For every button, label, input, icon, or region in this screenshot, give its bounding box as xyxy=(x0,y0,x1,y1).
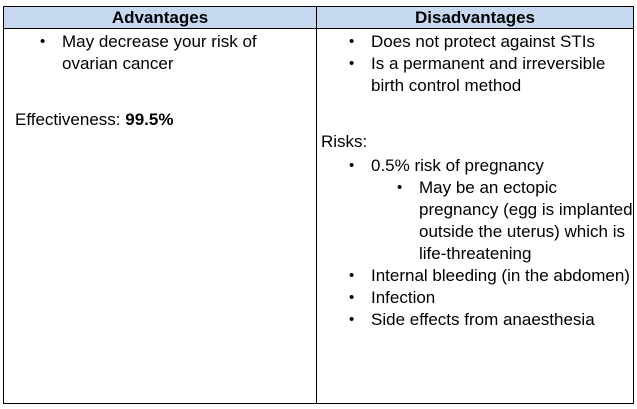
effectiveness-label: Effectiveness: xyxy=(15,110,121,129)
list-item: May be an ectopic pregnancy (egg is impl… xyxy=(397,177,633,265)
risks-label: Risks: xyxy=(321,132,368,151)
list-item: Internal bleeding (in the abdomen) xyxy=(349,265,633,287)
header-row: Advantages Disadvantages xyxy=(3,6,634,29)
list-item: Is a permanent and irreversible birth co… xyxy=(349,53,633,97)
pregnancy-risk: 0.5% risk of pregnancy xyxy=(371,156,544,175)
risks-list: 0.5% risk of pregnancy May be an ectopic… xyxy=(321,153,633,331)
document-page: Advantages Disadvantages May decrease yo… xyxy=(3,6,634,404)
list-item: Does not protect against STIs xyxy=(349,31,633,53)
disadvantages-list: Does not protect against STIs Is a perma… xyxy=(321,29,633,97)
advantages-list: May decrease your risk of ovarian cancer xyxy=(15,29,316,75)
list-item: 0.5% risk of pregnancy May be an ectopic… xyxy=(349,155,633,265)
advantages-cell: May decrease your risk of ovarian cancer… xyxy=(3,28,317,404)
pregnancy-sublist: May be an ectopic pregnancy (egg is impl… xyxy=(371,177,633,265)
comparison-table: Advantages Disadvantages May decrease yo… xyxy=(3,6,634,404)
content-row: May decrease your risk of ovarian cancer… xyxy=(3,28,634,404)
advantages-header: Advantages xyxy=(3,6,317,29)
list-item: Side effects from anaesthesia xyxy=(349,309,633,331)
effectiveness-line: Effectiveness: 99.5% xyxy=(15,109,316,131)
list-item: May decrease your risk of ovarian cancer xyxy=(40,31,316,75)
list-item: Infection xyxy=(349,287,633,309)
effectiveness-value: 99.5% xyxy=(125,110,174,129)
disadvantages-header: Disadvantages xyxy=(316,6,634,29)
disadvantages-cell: Does not protect against STIs Is a perma… xyxy=(316,28,634,404)
